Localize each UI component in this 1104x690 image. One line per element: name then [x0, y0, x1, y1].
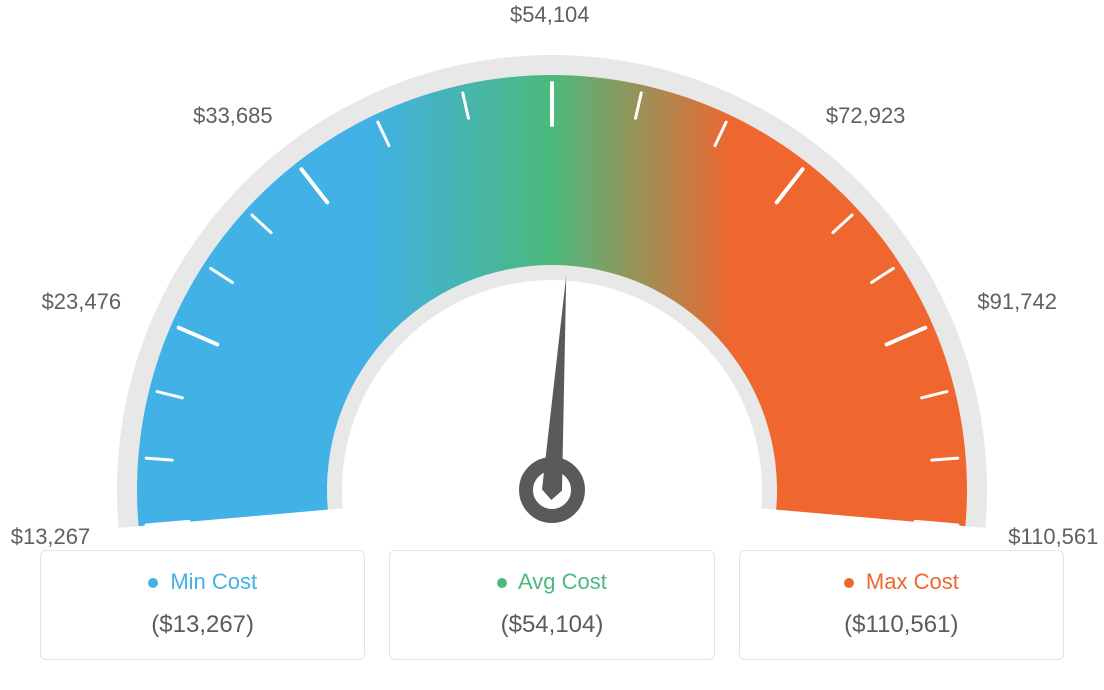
- cost-gauge-widget: $13,267 $23,476 $33,685 $54,104 $72,923 $91,7…: [0, 0, 1104, 690]
- legend-label-max: Max Cost: [866, 569, 959, 594]
- gauge-tick-label: $91,742: [977, 289, 1057, 315]
- gauge-tick-label: $72,923: [826, 103, 906, 129]
- legend-value-avg: ($54,104): [400, 611, 703, 639]
- gauge-tick-label: $13,267: [11, 524, 91, 550]
- legend-label-min: Min Cost: [170, 569, 257, 594]
- gauge-area: $13,267$23,476$33,685$54,104$72,923$91,7…: [0, 0, 1104, 540]
- dot-icon: [844, 578, 854, 588]
- gauge-tick-label: $33,685: [193, 103, 273, 129]
- legend-value-min: ($13,267): [51, 611, 354, 639]
- legend-title-avg: Avg Cost: [400, 569, 703, 595]
- dot-icon: [148, 578, 158, 588]
- gauge-tick-label: $23,476: [42, 289, 122, 315]
- legend-label-avg: Avg Cost: [518, 569, 607, 594]
- legend-card-max: Max Cost ($110,561): [739, 550, 1064, 660]
- legend-card-avg: Avg Cost ($54,104): [389, 550, 714, 660]
- legend-value-max: ($110,561): [750, 611, 1053, 639]
- dot-icon: [497, 578, 507, 588]
- gauge-svg: [0, 0, 1104, 540]
- legend-card-min: Min Cost ($13,267): [40, 550, 365, 660]
- gauge-tick-label: $54,104: [510, 2, 590, 28]
- gauge-tick-label: $110,561: [1008, 524, 1098, 550]
- legend-title-max: Max Cost: [750, 569, 1053, 595]
- legend-title-min: Min Cost: [51, 569, 354, 595]
- legend-row: Min Cost ($13,267) Avg Cost ($54,104) Ma…: [40, 550, 1064, 660]
